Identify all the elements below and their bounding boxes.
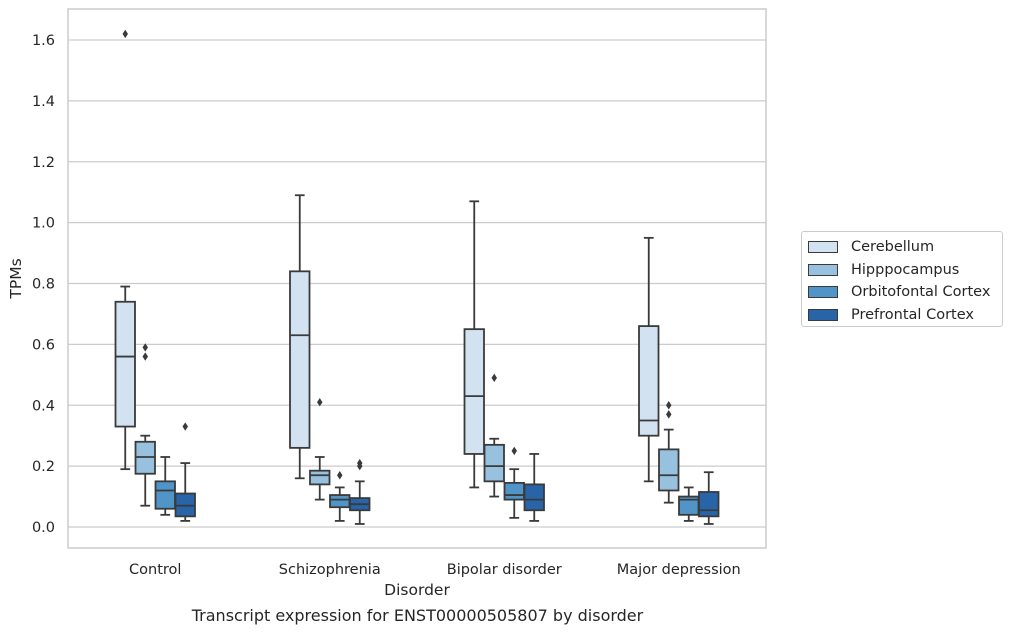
box-prefrontal-cortex [174, 422, 196, 522]
grid-lines [68, 39, 766, 528]
box-prefrontal-cortex [523, 453, 545, 522]
box-groups [114, 29, 720, 525]
box-cerebellum [114, 29, 136, 471]
outlier-point [511, 446, 517, 456]
iqr-box [309, 469, 331, 486]
box-prefrontal-cortex [698, 471, 720, 525]
outlier-point [491, 373, 497, 383]
y-tick-label: 0.4 [32, 398, 55, 414]
x-tick-labels: Control Schizophrenia Bipolar disorder Majo… [129, 562, 741, 578]
y-axis-label: TPMs [7, 258, 25, 299]
x-axis-label: Disorder [384, 581, 450, 599]
outlier-point [142, 352, 148, 361]
iqr-box [289, 270, 311, 449]
iqr-box [503, 481, 525, 501]
y-tick-label: 1.2 [32, 155, 55, 171]
outlier-point [142, 343, 148, 352]
legend-swatch [808, 286, 838, 299]
x-tick-label: Bipolar disorder [447, 562, 562, 578]
y-tick-labels: 0.0 0.2 0.4 0.6 0.8 1.0 1.2 1.4 1.6 [32, 33, 55, 536]
y-tick-label: 1.0 [32, 216, 55, 232]
legend-swatch [808, 241, 838, 254]
outlier-point [182, 422, 188, 431]
iqr-box [523, 483, 545, 512]
box-hipppocampus [658, 401, 680, 504]
y-tick-label: 0.2 [32, 459, 55, 475]
plot-frame [67, 8, 767, 549]
legend-item: Orbitofontal Cortex [808, 281, 1002, 304]
box-cerebellum [463, 200, 485, 489]
legend-item: Cerebellum [808, 236, 1002, 259]
legend-label: Orbitofontal Cortex [851, 284, 991, 301]
iqr-box [463, 328, 485, 455]
x-tick-label: Control [129, 562, 181, 578]
legend-label: Hipppocampus [851, 261, 960, 278]
box-prefrontal-cortex [349, 458, 371, 525]
iqr-box [483, 443, 505, 483]
box-orbitofontal-cortex [678, 486, 700, 522]
box-hipppocampus [134, 343, 156, 507]
y-tick-label: 0.8 [32, 277, 55, 293]
outlier-point [357, 458, 363, 468]
box-hipppocampus [309, 398, 331, 501]
y-tick-label: 0.6 [32, 337, 55, 353]
outlier-point [337, 471, 343, 480]
iqr-box [154, 480, 176, 510]
outlier-point [666, 410, 672, 419]
iqr-box [638, 325, 660, 437]
box-hipppocampus [483, 373, 505, 498]
box-cerebellum [289, 194, 311, 480]
legend-swatch [808, 309, 838, 322]
legend-swatch [808, 263, 838, 276]
box-cerebellum [638, 236, 660, 483]
legend-item: Prefrontal Cortex [808, 304, 1002, 327]
legend: Cerebellum Hipppocampus Orbitofontal Corte… [801, 231, 1003, 327]
iqr-box [329, 494, 351, 509]
y-tick-label: 1.6 [32, 33, 55, 49]
iqr-box [114, 300, 136, 428]
y-tick-label: 0.0 [32, 520, 55, 536]
x-tick-label: Schizophrenia [279, 562, 381, 578]
outlier-point [122, 29, 128, 39]
legend-label: Prefrontal Cortex [851, 307, 974, 324]
x-tick-label: Major depression [617, 562, 741, 578]
box-orbitofontal-cortex [329, 471, 351, 522]
y-tick-label: 1.4 [32, 94, 55, 110]
iqr-box [658, 448, 680, 492]
legend-label: Cerebellum [851, 239, 935, 256]
outlier-point [317, 398, 323, 407]
legend-item: Hipppocampus [808, 259, 1002, 282]
iqr-box [698, 491, 720, 518]
chart-caption: Transcript expression for ENST0000050580… [191, 606, 644, 625]
outlier-point [666, 401, 672, 410]
box-orbitofontal-cortex [503, 446, 525, 519]
